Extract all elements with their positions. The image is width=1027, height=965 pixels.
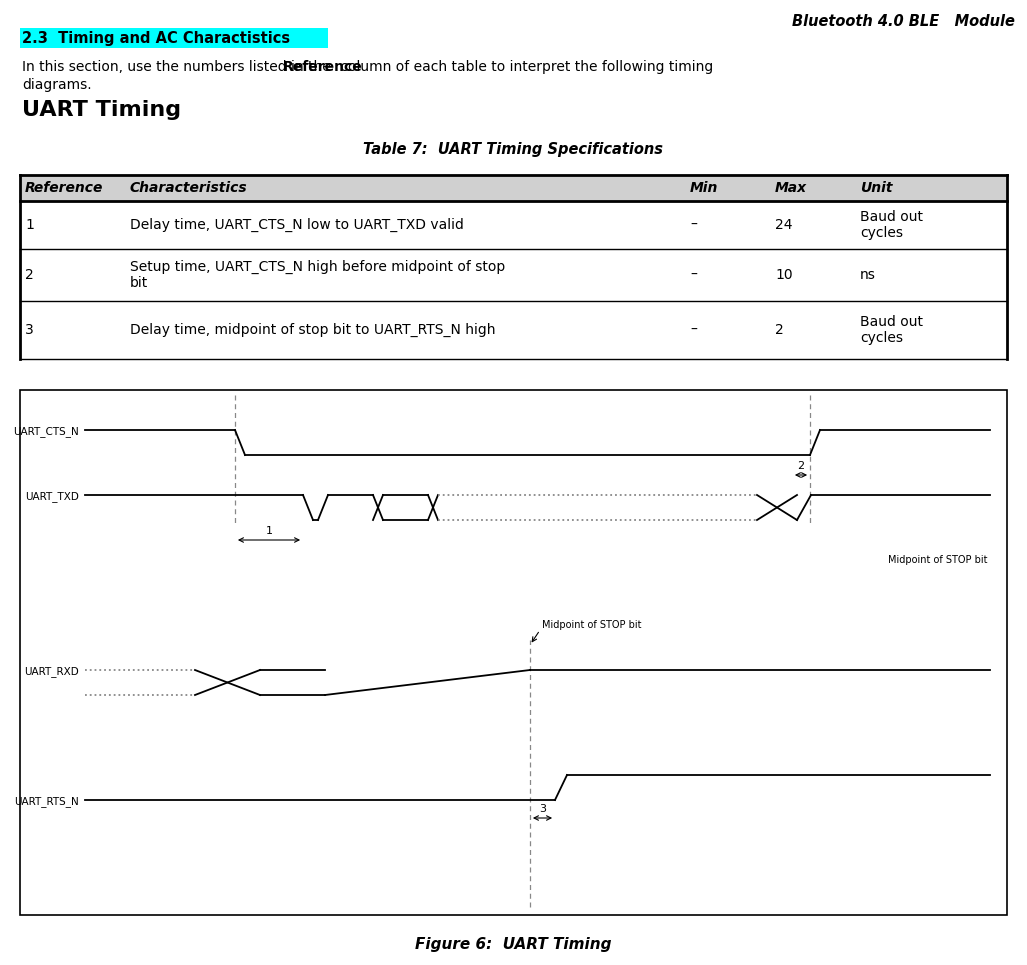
Text: Baud out: Baud out — [860, 210, 923, 224]
Text: UART Timing: UART Timing — [22, 100, 181, 120]
Text: 2.3  Timing and AC Charactistics: 2.3 Timing and AC Charactistics — [22, 31, 290, 45]
Text: cycles: cycles — [860, 226, 903, 240]
Text: Max: Max — [775, 181, 807, 195]
Text: diagrams.: diagrams. — [22, 78, 91, 92]
Text: UART_RXD: UART_RXD — [25, 667, 79, 677]
Text: 1: 1 — [25, 218, 34, 232]
Text: Midpoint of STOP bit: Midpoint of STOP bit — [888, 555, 988, 565]
Text: Reference: Reference — [282, 60, 363, 74]
Text: Delay time, midpoint of stop bit to UART_RTS_N high: Delay time, midpoint of stop bit to UART… — [130, 323, 495, 337]
Text: Baud out: Baud out — [860, 315, 923, 329]
Text: ns: ns — [860, 268, 876, 282]
Text: UART_RTS_N: UART_RTS_N — [14, 796, 79, 808]
Text: –: – — [690, 218, 697, 232]
Text: Delay time, UART_CTS_N low to UART_TXD valid: Delay time, UART_CTS_N low to UART_TXD v… — [130, 218, 464, 232]
Text: 2: 2 — [25, 268, 34, 282]
Text: UART_CTS_N: UART_CTS_N — [13, 427, 79, 437]
Text: 2: 2 — [775, 323, 784, 337]
Bar — [20, 175, 1007, 201]
Text: Midpoint of STOP bit: Midpoint of STOP bit — [542, 620, 642, 630]
Text: 3: 3 — [539, 804, 546, 814]
Text: Table 7:  UART Timing Specifications: Table 7: UART Timing Specifications — [363, 142, 663, 157]
Text: cycles: cycles — [860, 331, 903, 345]
Text: column of each table to interpret the following timing: column of each table to interpret the fo… — [337, 60, 714, 74]
Text: Setup time, UART_CTS_N high before midpoint of stop: Setup time, UART_CTS_N high before midpo… — [130, 260, 505, 274]
Text: Min: Min — [690, 181, 718, 195]
Bar — [20, 28, 328, 48]
Text: bit: bit — [130, 276, 148, 290]
Text: –: – — [690, 268, 697, 282]
Text: Characteristics: Characteristics — [130, 181, 248, 195]
Text: 3: 3 — [25, 323, 34, 337]
Text: –: – — [690, 323, 697, 337]
Text: 1: 1 — [266, 526, 272, 536]
Text: 24: 24 — [775, 218, 793, 232]
Text: Reference: Reference — [25, 181, 104, 195]
Text: Bluetooth 4.0 BLE   Module: Bluetooth 4.0 BLE Module — [792, 14, 1015, 29]
Text: Unit: Unit — [860, 181, 892, 195]
Text: 2: 2 — [797, 461, 804, 471]
Text: In this section, use the numbers listed in the: In this section, use the numbers listed … — [22, 60, 335, 74]
Bar — [20, 390, 1007, 915]
Text: 10: 10 — [775, 268, 793, 282]
Text: Figure 6:  UART Timing: Figure 6: UART Timing — [415, 937, 611, 952]
Text: UART_TXD: UART_TXD — [25, 491, 79, 503]
